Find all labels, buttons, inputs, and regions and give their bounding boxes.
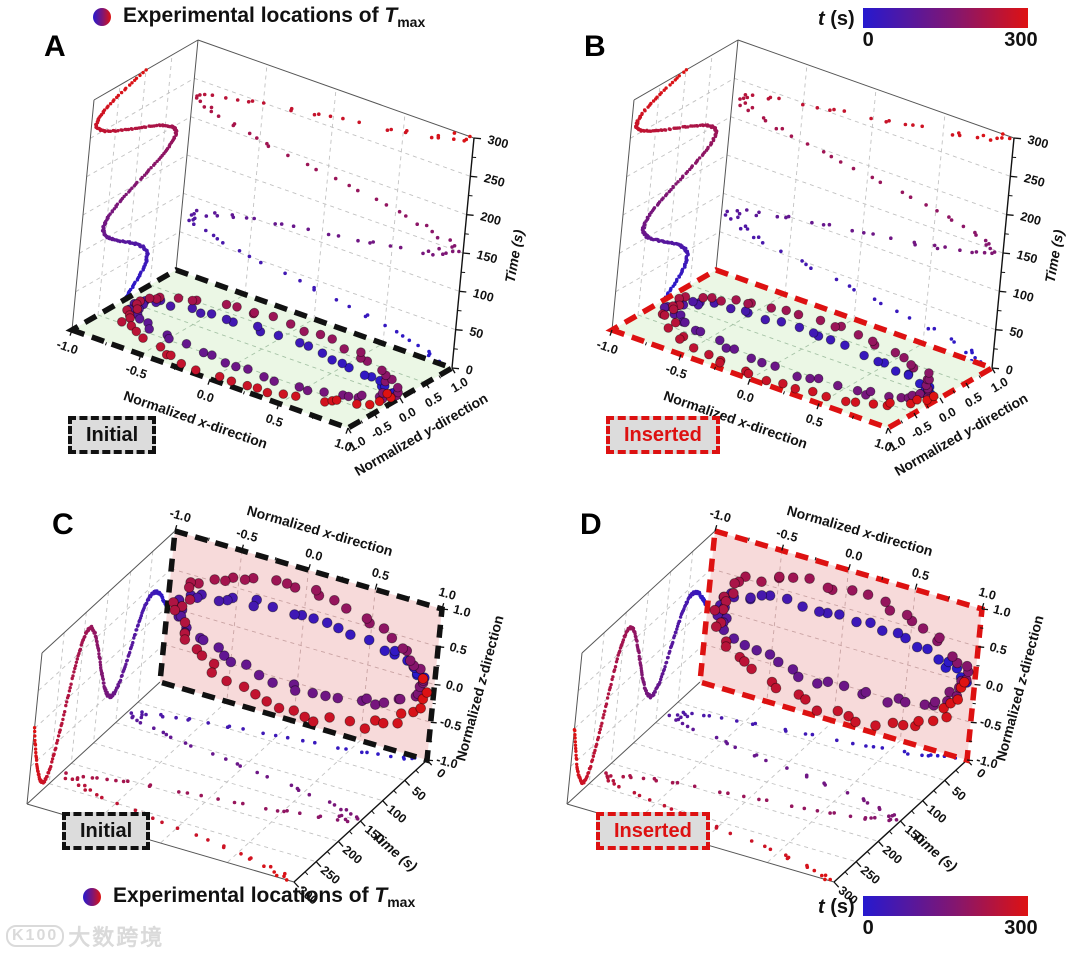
- svg-text:250: 250: [483, 171, 507, 190]
- watermark: K100 大数跨境: [6, 920, 164, 952]
- svg-text:0.0: 0.0: [735, 387, 756, 406]
- svg-text:1.0: 1.0: [452, 602, 472, 620]
- svg-text:0.0: 0.0: [195, 387, 216, 406]
- watermark-logo: K100: [6, 925, 65, 947]
- svg-text:0.5: 0.5: [804, 411, 825, 430]
- svg-text:1.0: 1.0: [992, 602, 1012, 620]
- svg-text:1.0: 1.0: [873, 436, 894, 455]
- svg-text:-0.5: -0.5: [775, 526, 800, 545]
- svg-text:300: 300: [486, 133, 510, 152]
- svg-text:200: 200: [340, 843, 365, 867]
- svg-text:100: 100: [472, 286, 496, 305]
- panel-d-badge: Inserted: [596, 812, 710, 850]
- svg-text:-0.5: -0.5: [439, 715, 463, 734]
- svg-text:1.0: 1.0: [977, 585, 998, 603]
- svg-text:100: 100: [1012, 286, 1036, 305]
- svg-text:200: 200: [1019, 209, 1043, 228]
- svg-text:Time (s): Time (s): [1042, 228, 1067, 284]
- svg-text:0.0: 0.0: [444, 678, 464, 696]
- svg-text:100: 100: [924, 802, 949, 826]
- svg-text:-0.5: -0.5: [124, 362, 149, 382]
- watermark-text: 大数跨境: [68, 925, 165, 950]
- svg-text:0.5: 0.5: [962, 390, 984, 411]
- svg-text:50: 50: [949, 784, 969, 804]
- colorbar-title: t (s): [818, 8, 855, 30]
- svg-text:-1.0: -1.0: [595, 337, 620, 357]
- svg-text:0.5: 0.5: [910, 565, 931, 583]
- svg-text:1.0: 1.0: [333, 436, 354, 455]
- legend-marker-icon: [93, 8, 111, 27]
- svg-text:-1.0: -1.0: [55, 337, 80, 357]
- svg-text:-0.5: -0.5: [909, 419, 935, 442]
- colorbar-min-label: 0: [862, 917, 874, 939]
- panel-a-letter: A: [44, 30, 66, 63]
- panel-d-letter: D: [580, 508, 602, 541]
- svg-text:150: 150: [1015, 248, 1039, 267]
- svg-text:-0.5: -0.5: [664, 362, 689, 382]
- svg-text:300: 300: [1026, 133, 1050, 152]
- svg-text:50: 50: [1008, 324, 1025, 341]
- svg-text:Time (s): Time (s): [369, 828, 420, 875]
- panel-c-letter: C: [52, 508, 74, 541]
- colorbar-max-label: 300: [1004, 917, 1038, 939]
- panel-b-letter: B: [584, 30, 606, 63]
- svg-text:100: 100: [384, 802, 409, 826]
- legend-text: Experimental locations of Tmax: [123, 4, 426, 31]
- svg-text:-0.5: -0.5: [369, 419, 395, 442]
- svg-text:0.5: 0.5: [422, 390, 444, 411]
- svg-text:200: 200: [880, 843, 905, 867]
- panel-a-badge: Initial: [68, 416, 157, 454]
- panel-b-badge: Inserted: [606, 416, 720, 454]
- svg-text:250: 250: [858, 863, 883, 887]
- tmax-legend-bottom: Experimental locations of Tmax: [83, 884, 415, 910]
- svg-text:0.0: 0.0: [304, 546, 325, 564]
- svg-text:50: 50: [409, 784, 429, 804]
- svg-text:-0.5: -0.5: [979, 715, 1003, 734]
- svg-text:-0.5: -0.5: [235, 526, 260, 545]
- svg-text:0.5: 0.5: [264, 411, 285, 430]
- svg-text:0: 0: [464, 363, 474, 378]
- colorbar-max-label: 300: [1004, 29, 1038, 51]
- svg-text:-1.0: -1.0: [975, 752, 999, 771]
- svg-text:0.0: 0.0: [984, 678, 1004, 696]
- svg-text:Time (s): Time (s): [909, 828, 960, 875]
- svg-text:150: 150: [475, 248, 499, 267]
- panel-c-badge: Initial: [62, 812, 151, 850]
- colorbar-gradient: [862, 896, 1028, 916]
- svg-text:200: 200: [479, 209, 503, 228]
- time-colorbar-top: t (s) 0 300: [818, 8, 1038, 52]
- svg-text:0.0: 0.0: [844, 546, 865, 564]
- svg-text:1.0: 1.0: [448, 375, 470, 396]
- svg-text:-1.0: -1.0: [708, 506, 733, 525]
- svg-text:0: 0: [1004, 363, 1014, 378]
- legend-marker-icon: [83, 888, 101, 907]
- svg-text:1.0: 1.0: [437, 585, 458, 603]
- svg-text:0.5: 0.5: [448, 640, 468, 658]
- colorbar-min-label: 0: [862, 29, 874, 51]
- svg-text:0.0: 0.0: [936, 405, 958, 426]
- svg-text:0.5: 0.5: [988, 640, 1008, 658]
- colorbar-gradient: [862, 8, 1028, 28]
- svg-text:-1.0: -1.0: [435, 752, 459, 771]
- time-colorbar-bottom: t (s) 0 300: [818, 896, 1038, 940]
- svg-text:0.5: 0.5: [370, 565, 391, 583]
- svg-text:50: 50: [468, 324, 485, 341]
- svg-text:250: 250: [1023, 171, 1047, 190]
- svg-text:Time (s): Time (s): [502, 228, 527, 284]
- legend-text: Experimental locations of Tmax: [113, 884, 416, 911]
- svg-text:0.0: 0.0: [396, 405, 418, 426]
- tmax-legend-top: Experimental locations of Tmax: [93, 4, 425, 30]
- colorbar-title: t (s): [818, 896, 855, 918]
- svg-text:-1.0: -1.0: [168, 506, 193, 525]
- svg-text:1.0: 1.0: [988, 375, 1010, 396]
